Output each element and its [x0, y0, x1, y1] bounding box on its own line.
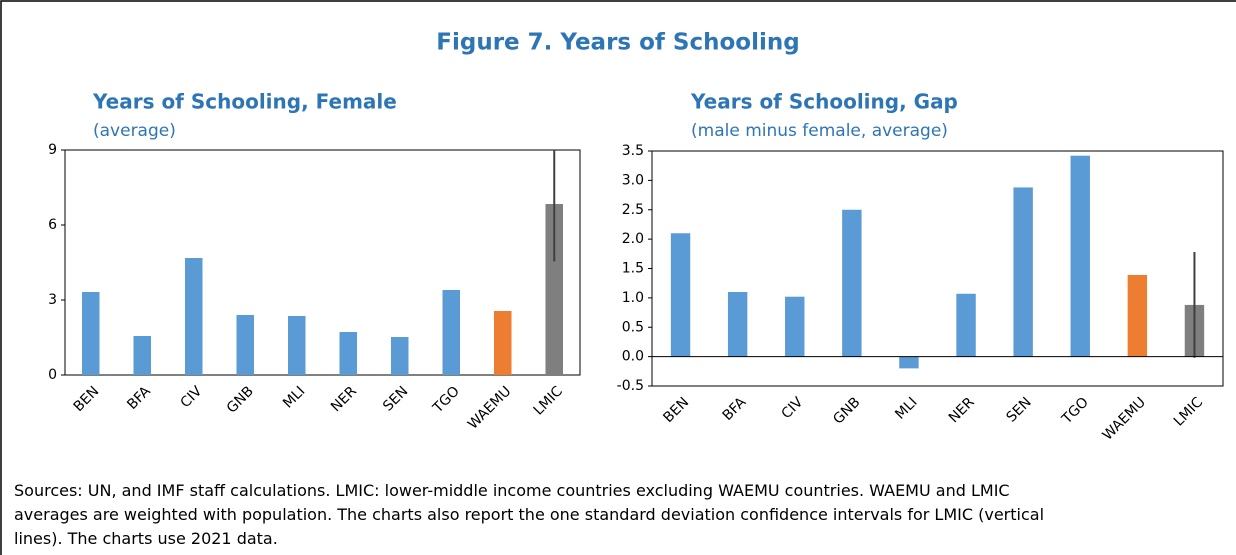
bar: [842, 209, 862, 357]
figure-title: Figure 7. Years of Schooling: [436, 30, 799, 56]
y-tick-label: 0.0: [622, 349, 644, 365]
bar: [133, 336, 152, 375]
bar: [493, 311, 512, 375]
chart-subtitle: (male minus female, average): [691, 121, 948, 141]
bar: [670, 233, 691, 357]
y-tick-label: 9: [48, 142, 57, 158]
bar: [1070, 155, 1090, 357]
bar: [727, 292, 748, 357]
bar: [390, 337, 409, 375]
bar: [236, 315, 255, 375]
y-tick-label: 6: [48, 217, 57, 233]
bar: [956, 293, 976, 357]
y-tick-label: 3: [48, 292, 57, 308]
bar: [442, 290, 461, 375]
y-tick-label: 1.5: [622, 261, 644, 277]
bar: [184, 258, 203, 375]
bar: [1013, 187, 1033, 357]
bar: [545, 204, 564, 375]
y-tick-label: 3.0: [622, 172, 644, 188]
bar: [1127, 274, 1148, 357]
note-line: averages are weighted with population. T…: [14, 505, 1044, 524]
bar: [785, 296, 805, 357]
bar: [339, 332, 358, 375]
chart-title: Years of Schooling, Gap: [690, 90, 958, 114]
plot-area: [64, 149, 581, 376]
y-tick-label: 0.5: [622, 319, 644, 335]
y-tick-label: -0.5: [617, 378, 644, 394]
bar: [81, 292, 100, 375]
y-tick-label: 2.0: [622, 231, 644, 247]
note-line: Sources: UN, and IMF staff calculations.…: [14, 481, 1010, 500]
y-tick-label: 0: [48, 367, 57, 383]
chart-title: Years of Schooling, Female: [92, 90, 397, 114]
bar: [899, 356, 919, 369]
note-line: lines). The charts use 2021 data.: [14, 529, 278, 548]
y-tick-label: 3.5: [622, 143, 644, 159]
y-tick-label: 1.0: [622, 290, 644, 306]
bar: [287, 316, 306, 375]
chart-subtitle: (average): [93, 121, 176, 141]
y-tick-label: 2.5: [622, 202, 644, 218]
